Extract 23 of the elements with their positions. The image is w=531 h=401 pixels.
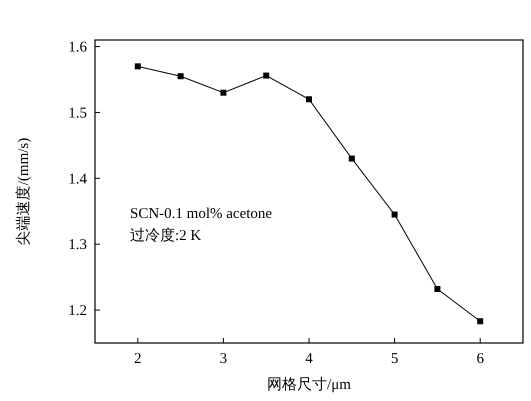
point: [178, 73, 184, 80]
x-tick-label: 2: [134, 351, 142, 367]
x-tick-label: 3: [220, 351, 228, 367]
annotation: SCN-0.1 mol% acetone: [130, 206, 272, 222]
point: [263, 72, 270, 79]
point: [392, 212, 398, 218]
point: [434, 286, 440, 292]
y-tick-label: 1.4: [68, 171, 88, 188]
point: [306, 96, 312, 102]
point: [220, 90, 226, 96]
x-tick-label: 4: [305, 351, 314, 367]
y-tick-label: 1.6: [68, 40, 88, 56]
x-axis-title: 网格尺寸/μm: [267, 376, 352, 393]
x-tick-label: 5: [390, 351, 398, 367]
y-tick-label: 1.3: [68, 237, 87, 254]
point: [134, 63, 141, 70]
y-tick-label: 1.5: [68, 105, 87, 122]
y-tick-label: 1.2: [68, 303, 87, 320]
y-axis-title: 尖端速度/(mm/s): [15, 138, 32, 246]
annotation: 过冷度:2 K: [130, 227, 202, 244]
point: [348, 156, 355, 162]
x-tick-label: 6: [476, 351, 484, 367]
point: [477, 318, 484, 324]
